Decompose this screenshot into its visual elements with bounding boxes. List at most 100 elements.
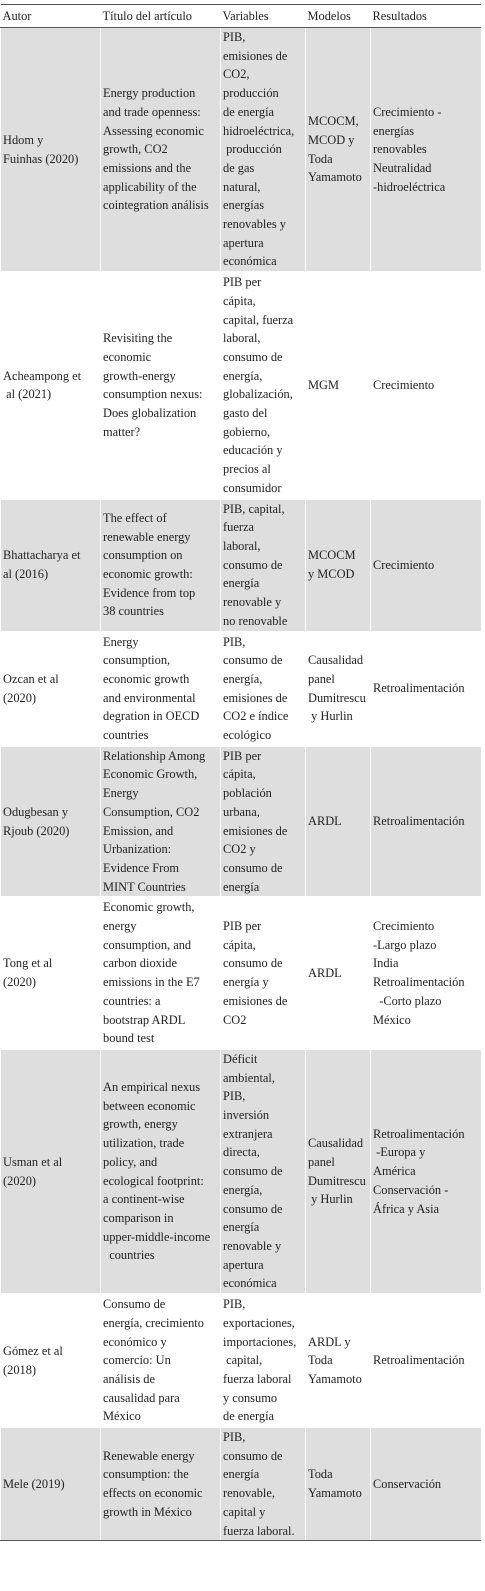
table-cell: PIB, emisiones de CO2, producción de energía… [220,27,306,274]
cell-line: producción [223,86,279,101]
cell-line: América [373,1164,416,1179]
cell-line: y consumo [223,1390,278,1405]
cell-line: PIB, [223,30,246,44]
cell-line: Retroalimentación [373,814,465,829]
table-cell: Odugbesan y Rjoub (2020) [0,745,101,899]
cell-line: MCOCM, [308,114,359,129]
cell-line: apertura [223,235,264,250]
cell-line: no renovable [223,613,288,628]
document: Autor Título del artículo Variables Modelos… [0,4,481,1542]
cell-line: emissions and the [103,160,192,175]
cell-line: Fuinhas (2020) [3,151,79,166]
table-row: Usman et al (2020) An empirical nexus betwe… [0,1048,481,1296]
cell-line: ecological footprint: [103,1173,204,1188]
cell-line: Relationship Among [103,748,206,763]
cell-line: Conservación - [373,1182,449,1197]
cell-line: Yamamoto [308,170,362,185]
cell-line: gasto del [223,406,268,421]
cell-line: consumo de [223,1201,283,1216]
table-cell: Energy production and trade openness: Asse… [100,27,221,274]
cell-line: matter? [103,424,141,439]
cell-line: emisiones de [223,823,288,838]
table-cell: Causalidad panel Dumitrescu y Hurlin [305,631,371,747]
cell-line: Causalidad [308,1136,364,1151]
table-row: Bhattacharya et al (2016) The effect of ren… [0,498,481,633]
cell-line: capital, fuerza [223,312,294,327]
cell-line: emisiones de [223,48,288,63]
header-cell: Título del artículo [100,4,221,28]
table-cell: Conservación [370,1427,481,1542]
cell-line: countries: a [103,993,161,1008]
table-cell: PIB, capital, fuerza laboral, consumo de ene… [220,498,306,633]
cell-line: Toda [308,1467,333,1482]
cell-line: comercio: Un [103,1353,171,1368]
cell-line: carbon dioxide [103,956,177,971]
cell-line: PIB, [223,634,246,649]
cell-line: panel [308,671,335,686]
table-row: Gómez et al (2018) Consumo de energía, crec… [0,1294,481,1429]
cell-line: effects on economic [103,1486,203,1501]
cell-line: de energía [223,1409,275,1424]
cell-line: urbana, [223,804,260,819]
cell-line: cointegration análisis [103,198,209,213]
cell-line: consumo de [223,1448,283,1463]
table-cell: Bhattacharya et al (2016) [0,498,101,633]
cell-line: Energy [103,786,139,801]
cell-line: CO2 e índice [223,709,289,724]
cell-line: CO2, [223,67,250,82]
cell-line: panel [308,1154,335,1169]
cell-line: -Europa y [373,1145,426,1160]
cell-line: Neutralidad [373,160,432,175]
table-cell: Crecimiento -Largo plazo India Retroaliment… [370,897,481,1050]
cell-line: emisiones de [223,993,288,1008]
table-cell: Revisiting the economic growth-energy consu… [100,272,221,500]
cell-line: PIB, [223,1297,246,1312]
cell-line: utilization, trade [103,1136,185,1151]
cell-line: Déficit [223,1051,258,1066]
table-cell: Crecimiento [370,272,481,500]
table-cell: ARDL [305,897,371,1050]
cell-line: México [103,1409,141,1424]
cell-line: capital, [223,1353,263,1368]
table-cell: ARDL [305,745,371,899]
cell-line: natural, [223,179,261,194]
cell-line: ARDL [308,965,342,980]
cell-line: energy [103,919,137,934]
cell-line: energía, [223,671,263,686]
table-row: Ozcan et al (2020) Energy consumption, econo… [0,631,481,747]
cell-line: renovables [373,142,427,157]
cell-line: comparison in [103,1210,174,1225]
cell-line: growth in México [103,1504,192,1519]
cell-line: y Hurlin [308,709,353,724]
table-cell: Hdom y Fuinhas (2020) [0,27,101,274]
cell-line: Crecimiento [373,557,435,572]
cell-line: growth, CO2 [103,142,168,157]
cell-line: Retroalimentación [373,975,465,990]
cell-line: applicability of the [103,179,197,194]
cell-line: laboral, [223,331,261,346]
cell-line: between economic [103,1098,196,1113]
cell-line: growth-energy [103,368,176,383]
cell-line: Economic Growth, [103,767,198,782]
cell-line: renovable y [223,595,282,610]
cell-line: al (2016) [3,567,49,582]
cell-line: educación y [223,443,283,458]
cell-line: causalidad para [103,1390,180,1405]
cell-line: consumption on [103,548,183,563]
table-row: Hdom y Fuinhas (2020) Energy production and… [0,27,481,274]
cell-line: Renewable energy [103,1448,195,1463]
cell-line: MINT Countries [103,879,186,894]
table-cell: PIB, consumo de energía, emisiones de CO2 e … [220,631,306,747]
table-cell: Retroalimentación -Europa y América Conser… [370,1048,481,1296]
cell-line: emissions in the E7 [103,975,200,990]
table-cell: MCOCM, MCOD y Toda Yamamoto [305,27,371,274]
cell-line: PIB, capital, [223,501,285,516]
table-cell: Mele (2019) [0,1427,101,1542]
cell-line: (2020) [3,1173,37,1188]
cell-line: bootstrap ARDL [103,1012,186,1027]
cell-line: cápita, [223,293,256,308]
cell-line: Hdom y [3,132,44,147]
cell-line: CO2 [223,1012,247,1027]
cell-line: Dumitrescu [308,1173,366,1188]
cell-line: y MCOD [308,567,355,582]
